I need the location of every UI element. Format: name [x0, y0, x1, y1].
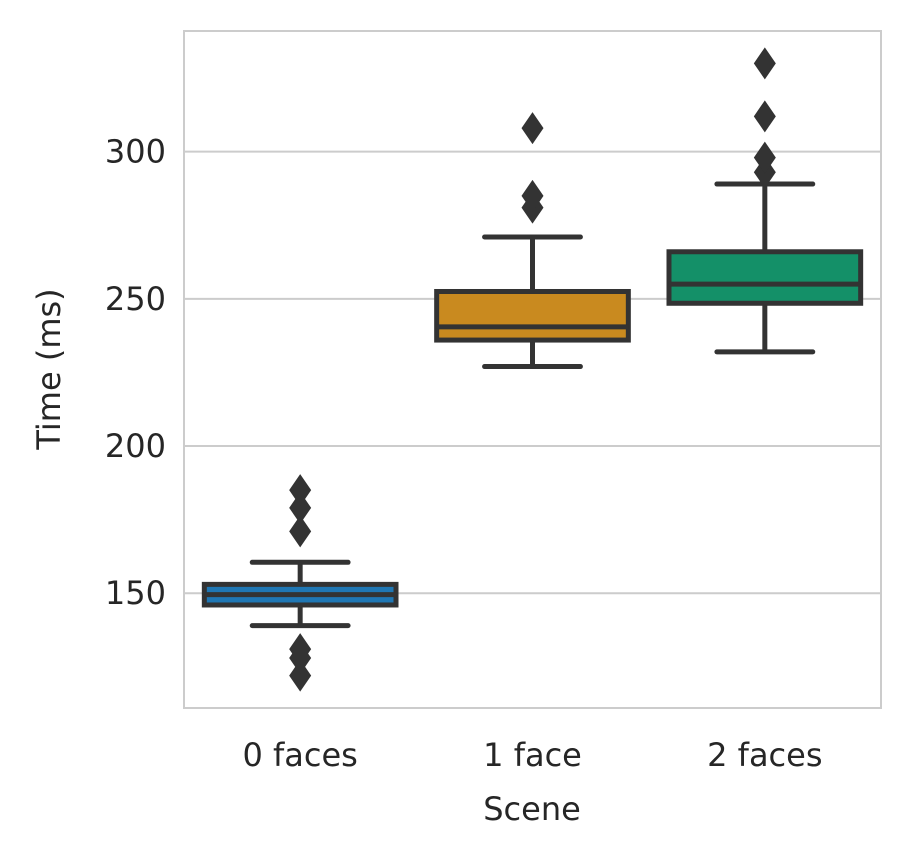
outlier-point	[289, 491, 312, 524]
y-axis-label: Time (ms)	[30, 288, 68, 450]
x-tick-label: 0 faces	[242, 736, 357, 774]
outlier-point	[289, 659, 312, 692]
outlier-point	[753, 141, 776, 174]
iqr-box	[434, 288, 631, 343]
box-group	[434, 112, 631, 370]
box-group	[201, 474, 399, 692]
y-tick-label: 200	[105, 427, 166, 465]
x-tick-labels: 0 faces 1 face 2 faces	[242, 736, 822, 774]
y-tick-label: 150	[105, 574, 166, 612]
x-axis-label: Scene	[483, 790, 581, 828]
outlier-point	[753, 47, 776, 80]
outlier-point	[289, 633, 312, 666]
outlier-point	[289, 515, 312, 548]
plot-frame	[183, 30, 882, 709]
outlier-point	[521, 179, 544, 212]
x-tick-label: 2 faces	[707, 736, 822, 774]
outlier-point	[289, 474, 312, 507]
iqr-box	[666, 249, 864, 306]
boxes	[201, 47, 864, 692]
y-tick-label: 250	[105, 280, 166, 318]
outlier-point	[521, 112, 544, 145]
box-group	[666, 47, 864, 355]
y-tick-labels: 150 200 250 300	[105, 133, 166, 613]
x-tick-label: 1 face	[483, 736, 582, 774]
y-tick-label: 300	[105, 133, 166, 171]
outlier-point	[753, 100, 776, 133]
